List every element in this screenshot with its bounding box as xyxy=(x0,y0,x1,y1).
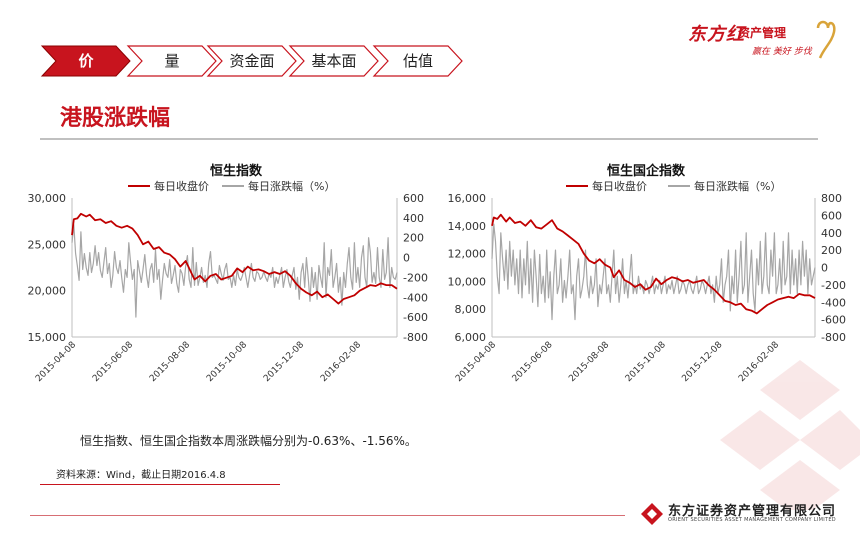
right-tick-label: 400 xyxy=(821,227,842,240)
legend-label-change: 每日涨跌幅（%） xyxy=(248,179,335,193)
x-tick-label: 2015-04-08 xyxy=(34,340,78,384)
chevron-shape xyxy=(372,45,463,77)
right-tick-label: -400 xyxy=(403,291,428,304)
x-tick-label: 2015-08-08 xyxy=(148,340,192,384)
left-tick-label: 20,000 xyxy=(28,285,67,298)
brand-slogan: 赢在 美好 步伐 xyxy=(752,47,812,57)
chevron-shape xyxy=(288,45,379,77)
x-tick-label: 2015-08-08 xyxy=(567,340,611,384)
x-tick-label: 2015-10-08 xyxy=(205,340,249,384)
footer-company-en: ORIENT SECURITIES ASSET MANAGEMENT COMPA… xyxy=(668,517,836,523)
chevron-shape xyxy=(126,45,217,77)
x-tick-label: 2015-06-08 xyxy=(511,340,555,384)
heart-icon xyxy=(816,20,836,59)
tab-fundamentals[interactable]: 基本面 xyxy=(288,45,380,77)
tab-label: 价 xyxy=(78,52,94,70)
left-tick-label: 12,000 xyxy=(448,248,487,261)
chart-title: 恒生指数 xyxy=(210,163,263,179)
right-tick-label: 600 xyxy=(821,209,842,222)
right-tick-label: -400 xyxy=(821,296,846,309)
tab-label: 资金面 xyxy=(229,52,275,70)
brand-logo-suffix: 资产管理 xyxy=(738,26,787,40)
right-tick-label: 800 xyxy=(821,192,842,205)
legend-label-close: 每日收盘价 xyxy=(154,179,209,193)
series-line-change xyxy=(491,223,816,321)
footer-logo: 东方证券资产管理有限公司 ORIENT SECURITIES ASSET MAN… xyxy=(640,500,840,530)
brand-logo-text: 东方红 xyxy=(688,24,745,45)
right-tick-label: -800 xyxy=(821,331,846,344)
right-tick-label: -800 xyxy=(403,331,428,344)
chevron-shape xyxy=(40,45,131,77)
right-tick-label: -200 xyxy=(821,279,846,292)
tab-label: 估值 xyxy=(402,52,433,70)
left-tick-label: 8,000 xyxy=(455,303,487,316)
tab-funding[interactable]: 资金面 xyxy=(206,45,298,77)
title-divider xyxy=(40,138,818,140)
source-divider xyxy=(40,484,280,485)
legend-label-close: 每日收盘价 xyxy=(592,179,647,193)
tab-volume[interactable]: 量 xyxy=(126,45,218,77)
chevron-shape xyxy=(206,45,297,77)
left-tick-label: 10,000 xyxy=(448,275,487,288)
x-tick-label: 2015-04-08 xyxy=(454,340,498,384)
background-decoration xyxy=(720,360,860,510)
left-tick-label: 16,000 xyxy=(448,192,487,205)
right-tick-label: 600 xyxy=(403,192,424,205)
footer-company-cn: 东方证券资产管理有限公司 xyxy=(668,504,837,519)
right-tick-label: 0 xyxy=(403,252,410,265)
page-title: 港股涨跌幅 xyxy=(60,106,171,131)
right-tick-label: -200 xyxy=(403,271,428,284)
right-tick-label: 200 xyxy=(821,244,842,257)
company-logo-icon xyxy=(641,503,663,525)
footer-divider xyxy=(30,515,625,516)
chart-title: 恒生国企指数 xyxy=(607,163,686,179)
left-tick-label: 25,000 xyxy=(28,238,67,251)
x-tick-label: 2015-12-08 xyxy=(262,340,306,384)
data-source: 资料来源：Wind，截止日期2016.4.8 xyxy=(56,470,226,481)
legend-label-change: 每日涨跌幅（%） xyxy=(694,179,781,193)
x-tick-label: 2015-10-08 xyxy=(624,340,668,384)
right-tick-label: 0 xyxy=(821,262,828,275)
left-tick-label: 14,000 xyxy=(448,220,487,233)
x-tick-label: 2016-02-08 xyxy=(319,340,363,384)
right-tick-label: -600 xyxy=(821,314,846,327)
x-tick-label: 2015-06-08 xyxy=(91,340,135,384)
tab-valuation[interactable]: 估值 xyxy=(372,45,464,77)
tab-label: 量 xyxy=(164,52,180,70)
left-tick-label: 6,000 xyxy=(455,331,487,344)
summary-note: 恒生指数、恒生国企指数本周涨跌幅分别为-0.63%、-1.56%。 xyxy=(80,434,417,448)
series-line-close xyxy=(71,212,398,305)
tab-label: 基本面 xyxy=(311,52,357,70)
right-tick-label: 400 xyxy=(403,212,424,225)
right-tick-label: 200 xyxy=(403,232,424,245)
brand-logo: 东方红 资产管理 赢在 美好 步伐 xyxy=(688,16,838,68)
series-line-close xyxy=(491,213,816,315)
tab-price[interactable]: 价 xyxy=(40,45,132,77)
series-line-change xyxy=(71,224,398,318)
left-tick-label: 15,000 xyxy=(28,331,67,344)
right-tick-label: -600 xyxy=(403,311,428,324)
left-tick-label: 30,000 xyxy=(28,192,67,205)
